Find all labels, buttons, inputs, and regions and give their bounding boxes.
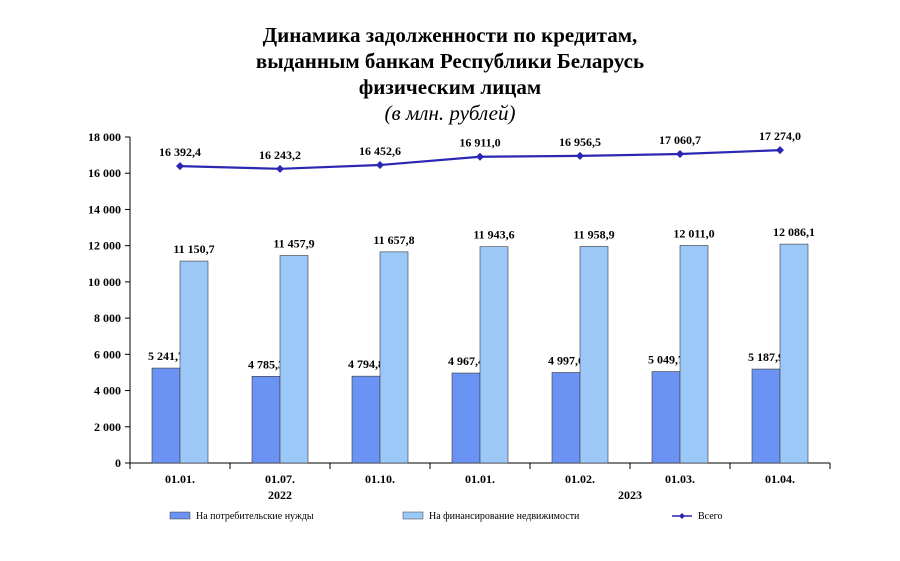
- y-tick-label: 8 000: [94, 311, 121, 325]
- legend-label: Всего: [698, 511, 723, 522]
- y-tick-label: 4 000: [94, 384, 121, 398]
- x-tick-label: 01.01.: [465, 472, 495, 486]
- data-label: 4 967,4: [448, 354, 484, 368]
- chart-subtitle: (в млн. рублей): [384, 101, 516, 125]
- bar: [379, 251, 409, 464]
- bar: [351, 375, 381, 464]
- x-group-label: 2022: [268, 488, 292, 502]
- y-tick-label: 18 000: [88, 130, 121, 144]
- bar: [651, 371, 681, 464]
- y-tick-label: 14 000: [88, 202, 121, 216]
- x-tick-label: 01.02.: [565, 472, 595, 486]
- legend-swatch: [402, 511, 424, 520]
- data-label: 17 274,0: [759, 129, 801, 143]
- data-label: 11 150,7: [173, 242, 214, 256]
- chart-title-line-1: Динамика задолженности по кредитам,: [262, 23, 638, 47]
- legend-swatch: [169, 511, 191, 520]
- data-label: 16 956,5: [559, 135, 601, 149]
- bar: [451, 372, 481, 464]
- data-label: 11 943,6: [473, 228, 514, 242]
- bar: [279, 255, 309, 464]
- y-tick-label: 16 000: [88, 166, 121, 180]
- data-label: 4 794,8: [348, 357, 384, 371]
- line-point: [676, 150, 684, 159]
- line-point: [376, 161, 384, 170]
- data-label: 11 958,9: [573, 227, 614, 241]
- legend-label: На потребительские нужды: [196, 511, 314, 522]
- bar: [751, 368, 781, 464]
- data-label: 16 243,2: [259, 148, 301, 162]
- legend-label: На финансирование недвижимости: [429, 511, 580, 522]
- legend-marker: [679, 513, 685, 519]
- chart-title-line-3: физическим лицам: [358, 75, 542, 99]
- line-point: [576, 151, 584, 160]
- data-label: 5 241,7: [148, 349, 184, 363]
- line-point: [176, 162, 184, 171]
- bar: [151, 367, 181, 464]
- data-label: 11 457,9: [273, 236, 314, 250]
- bar: [679, 245, 709, 464]
- y-tick-label: 6 000: [94, 347, 121, 361]
- x-tick-label: 01.01.: [165, 472, 195, 486]
- data-label: 16 452,6: [359, 144, 401, 158]
- y-tick-label: 2 000: [94, 420, 121, 434]
- x-group-label: 2023: [618, 488, 642, 502]
- chart-title-line-2: выданным банкам Республики Беларусь: [255, 49, 645, 73]
- y-tick-label: 0: [115, 456, 121, 470]
- data-label: 16 392,4: [159, 145, 201, 159]
- data-label: 5 187,9: [748, 350, 784, 364]
- y-tick-label: 12 000: [88, 239, 121, 253]
- y-tick-label: 10 000: [88, 275, 121, 289]
- bar: [551, 372, 581, 464]
- x-tick-label: 01.07.: [265, 472, 295, 486]
- line-point: [776, 146, 784, 155]
- x-tick-label: 01.03.: [665, 472, 695, 486]
- x-tick-label: 01.10.: [365, 472, 395, 486]
- data-label: 17 060,7: [659, 133, 701, 147]
- x-tick-label: 01.04.: [765, 472, 795, 486]
- data-label: 16 911,0: [459, 136, 500, 150]
- data-label: 12 011,0: [673, 226, 714, 240]
- bar: [251, 376, 281, 464]
- line-point: [276, 164, 284, 173]
- bar: [179, 260, 209, 464]
- data-label: 5 049,7: [648, 353, 684, 367]
- data-label: 4 997,6: [548, 353, 584, 367]
- data-label: 12 086,1: [773, 225, 815, 239]
- line-point: [476, 152, 484, 161]
- data-label: 4 785,3: [248, 357, 284, 371]
- bar: [579, 246, 609, 464]
- data-label: 11 657,8: [373, 233, 414, 247]
- bar: [779, 243, 809, 464]
- bar: [479, 246, 509, 464]
